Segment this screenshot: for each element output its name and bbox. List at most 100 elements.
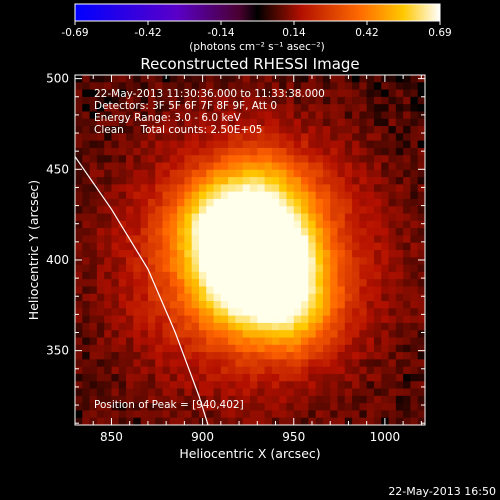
heatmap-cell: [330, 147, 339, 156]
heatmap-cell: [381, 111, 390, 120]
heatmap-cell: [118, 308, 127, 317]
heatmap-cell: [133, 257, 142, 266]
heatmap-cell: [198, 147, 207, 156]
heatmap-cell: [235, 271, 244, 280]
heatmap-cell: [198, 388, 207, 397]
heatmap-cell: [111, 337, 120, 346]
heatmap-cell: [184, 403, 193, 412]
heatmap-cell: [118, 373, 127, 382]
heatmap-cell: [337, 352, 346, 360]
heatmap-cell: [206, 177, 215, 185]
heatmap-cell: [257, 191, 266, 200]
heatmap-cell: [220, 242, 229, 251]
heatmap-cell: [322, 82, 331, 91]
heatmap-cell: [155, 235, 164, 244]
heatmap-cell: [104, 395, 113, 404]
heatmap-cell: [388, 206, 397, 215]
heatmap-cell: [388, 126, 397, 134]
heatmap-cell: [366, 271, 375, 280]
heatmap-cell: [308, 140, 317, 149]
heatmap-cell: [373, 104, 382, 113]
heatmap-cell: [147, 395, 156, 404]
heatmap-cell: [388, 155, 397, 164]
heatmap-cell: [403, 373, 412, 382]
heatmap-cell: [118, 301, 127, 309]
heatmap-cell: [228, 198, 237, 207]
heatmap-cell: [344, 184, 353, 193]
heatmap-cell: [220, 250, 229, 258]
heatmap-cell: [235, 257, 244, 266]
heatmap-cell: [133, 162, 142, 171]
heatmap-cell: [242, 191, 251, 200]
heatmap-cell: [198, 293, 207, 302]
heatmap-cell: [417, 126, 425, 134]
heatmap-cell: [133, 126, 142, 134]
heatmap-cell: [235, 279, 244, 288]
heatmap-cell: [257, 228, 266, 237]
heatmap-cell: [228, 184, 237, 193]
heatmap-cell: [373, 206, 382, 215]
heatmap-cell: [96, 395, 105, 404]
heatmap-cell: [147, 198, 156, 207]
heatmap-cell: [155, 111, 164, 120]
heatmap-cell: [133, 359, 142, 368]
heatmap-cell: [169, 162, 178, 171]
heatmap-cell: [388, 257, 397, 266]
heatmap-cell: [111, 235, 120, 244]
heatmap-cell: [366, 82, 375, 91]
heatmap-cell: [111, 126, 120, 134]
heatmap-cell: [82, 213, 91, 222]
heatmap-cell: [286, 162, 295, 171]
heatmap-cell: [381, 220, 390, 229]
heatmap-cell: [147, 388, 156, 397]
heatmap-cell: [191, 220, 200, 229]
heatmap-cell: [286, 104, 295, 113]
heatmap-cell: [177, 235, 185, 244]
heatmap-cell: [177, 301, 185, 309]
heatmap-cell: [162, 250, 171, 258]
heatmap-cell: [264, 279, 273, 288]
heatmap-cell: [293, 264, 302, 273]
heatmap-cell: [417, 89, 425, 98]
heatmap-cell: [373, 147, 382, 156]
heatmap-cell: [264, 257, 273, 266]
heatmap-cell: [337, 213, 346, 222]
heatmap-cell: [366, 96, 375, 105]
heatmap-cell: [344, 352, 353, 360]
heatmap-cell: [206, 198, 215, 207]
heatmap-cell: [155, 315, 164, 324]
heatmap-cell: [352, 293, 360, 302]
heatmap-cell: [279, 177, 288, 185]
heatmap-cell: [322, 410, 331, 419]
heatmap-cell: [147, 410, 156, 419]
heatmap-cell: [82, 228, 91, 237]
heatmap-cell: [169, 322, 178, 331]
heatmap-cell: [96, 104, 105, 113]
heatmap-cell: [373, 133, 382, 142]
heatmap-cell: [140, 352, 149, 360]
heatmap-cell: [315, 206, 324, 215]
heatmap-cell: [177, 286, 185, 295]
heatmap-cell: [220, 308, 229, 317]
heatmap-cell: [344, 89, 353, 98]
heatmap-cell: [322, 366, 331, 375]
heatmap-cell: [206, 271, 215, 280]
heatmap-cell: [242, 126, 251, 134]
heatmap-cell: [206, 322, 215, 331]
heatmap-cell: [366, 89, 375, 98]
heatmap-cell: [184, 388, 193, 397]
heatmap-cell: [403, 337, 412, 346]
heatmap-cell: [75, 118, 83, 127]
heatmap-cell: [410, 104, 419, 113]
heatmap-cell: [96, 96, 105, 105]
heatmap-cell: [395, 330, 404, 339]
heatmap-cell: [410, 75, 419, 83]
heatmap-cell: [111, 293, 120, 302]
heatmap-cell: [228, 337, 237, 346]
heatmap-cell: [155, 96, 164, 105]
heatmap-cell: [293, 308, 302, 317]
heatmap-cell: [235, 308, 244, 317]
heatmap-cell: [104, 359, 113, 368]
heatmap-cell: [75, 140, 83, 149]
heatmap-cell: [293, 140, 302, 149]
